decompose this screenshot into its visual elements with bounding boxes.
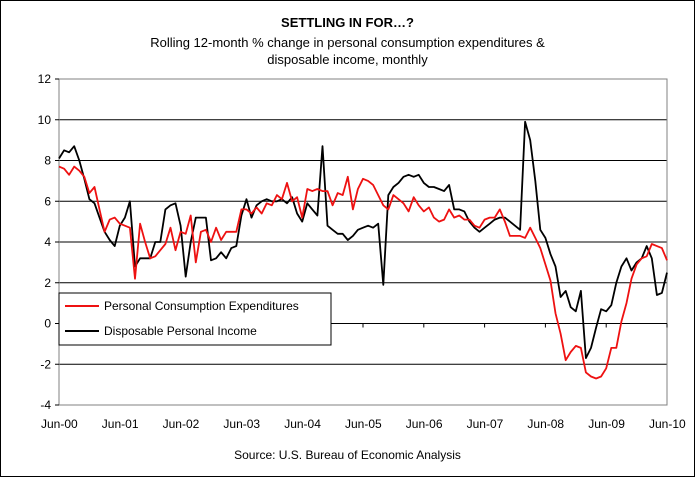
- chart-subtitle: Rolling 12-month % change in personal co…: [1, 34, 694, 68]
- x-tick-label: Jun-03: [223, 417, 260, 431]
- series-line-personal-consumption-expenditures: [58, 165, 668, 380]
- y-tick-label: 2: [44, 276, 51, 290]
- x-tick-label: Jun-07: [467, 417, 504, 431]
- x-tick-label: Jun-09: [588, 417, 625, 431]
- legend: Personal Consumption Expenditures Disposa…: [58, 292, 332, 346]
- y-tick-label: 4: [44, 235, 51, 249]
- y-tick-label: 0: [44, 317, 51, 331]
- series-lines: [58, 120, 668, 380]
- chart-subtitle-line-2: disposable income, monthly: [267, 52, 428, 67]
- legend-label: Personal Consumption Expenditures: [104, 299, 299, 313]
- series-line-disposable-personal-income: [58, 120, 668, 360]
- legend-box: [58, 292, 332, 346]
- chart-subtitle-line-1: Rolling 12-month % change in personal co…: [150, 35, 545, 50]
- chart-source: Source: U.S. Bureau of Economic Analysis: [234, 448, 461, 462]
- x-tick-label: Jun-08: [527, 417, 564, 431]
- legend-label: Disposable Personal Income: [104, 324, 257, 338]
- x-tick-label: Jun-06: [406, 417, 443, 431]
- x-tick-label: Jun-10: [649, 417, 686, 431]
- x-tick-label: Jun-04: [284, 417, 321, 431]
- y-tick-label: 8: [44, 154, 51, 168]
- y-tick-label: -4: [40, 398, 51, 412]
- chart-title: SETTLING IN FOR…?: [281, 15, 414, 30]
- x-axis: Jun-00 Jun-01 Jun-02 Jun-03 Jun-04 Jun-05 Jun-…: [41, 323, 686, 431]
- x-tick-label: Jun-00: [41, 417, 78, 431]
- x-tick-label: Jun-05: [345, 417, 382, 431]
- y-tick-label: -2: [40, 357, 51, 371]
- y-axis: 12 10 8 6 4 2 0 -2 -4: [38, 72, 59, 412]
- x-tick-label: Jun-02: [163, 417, 200, 431]
- y-tick-label: 10: [38, 113, 52, 127]
- x-tick-label: Jun-01: [102, 417, 139, 431]
- y-tick-label: 12: [38, 72, 52, 86]
- y-tick-label: 6: [44, 194, 51, 208]
